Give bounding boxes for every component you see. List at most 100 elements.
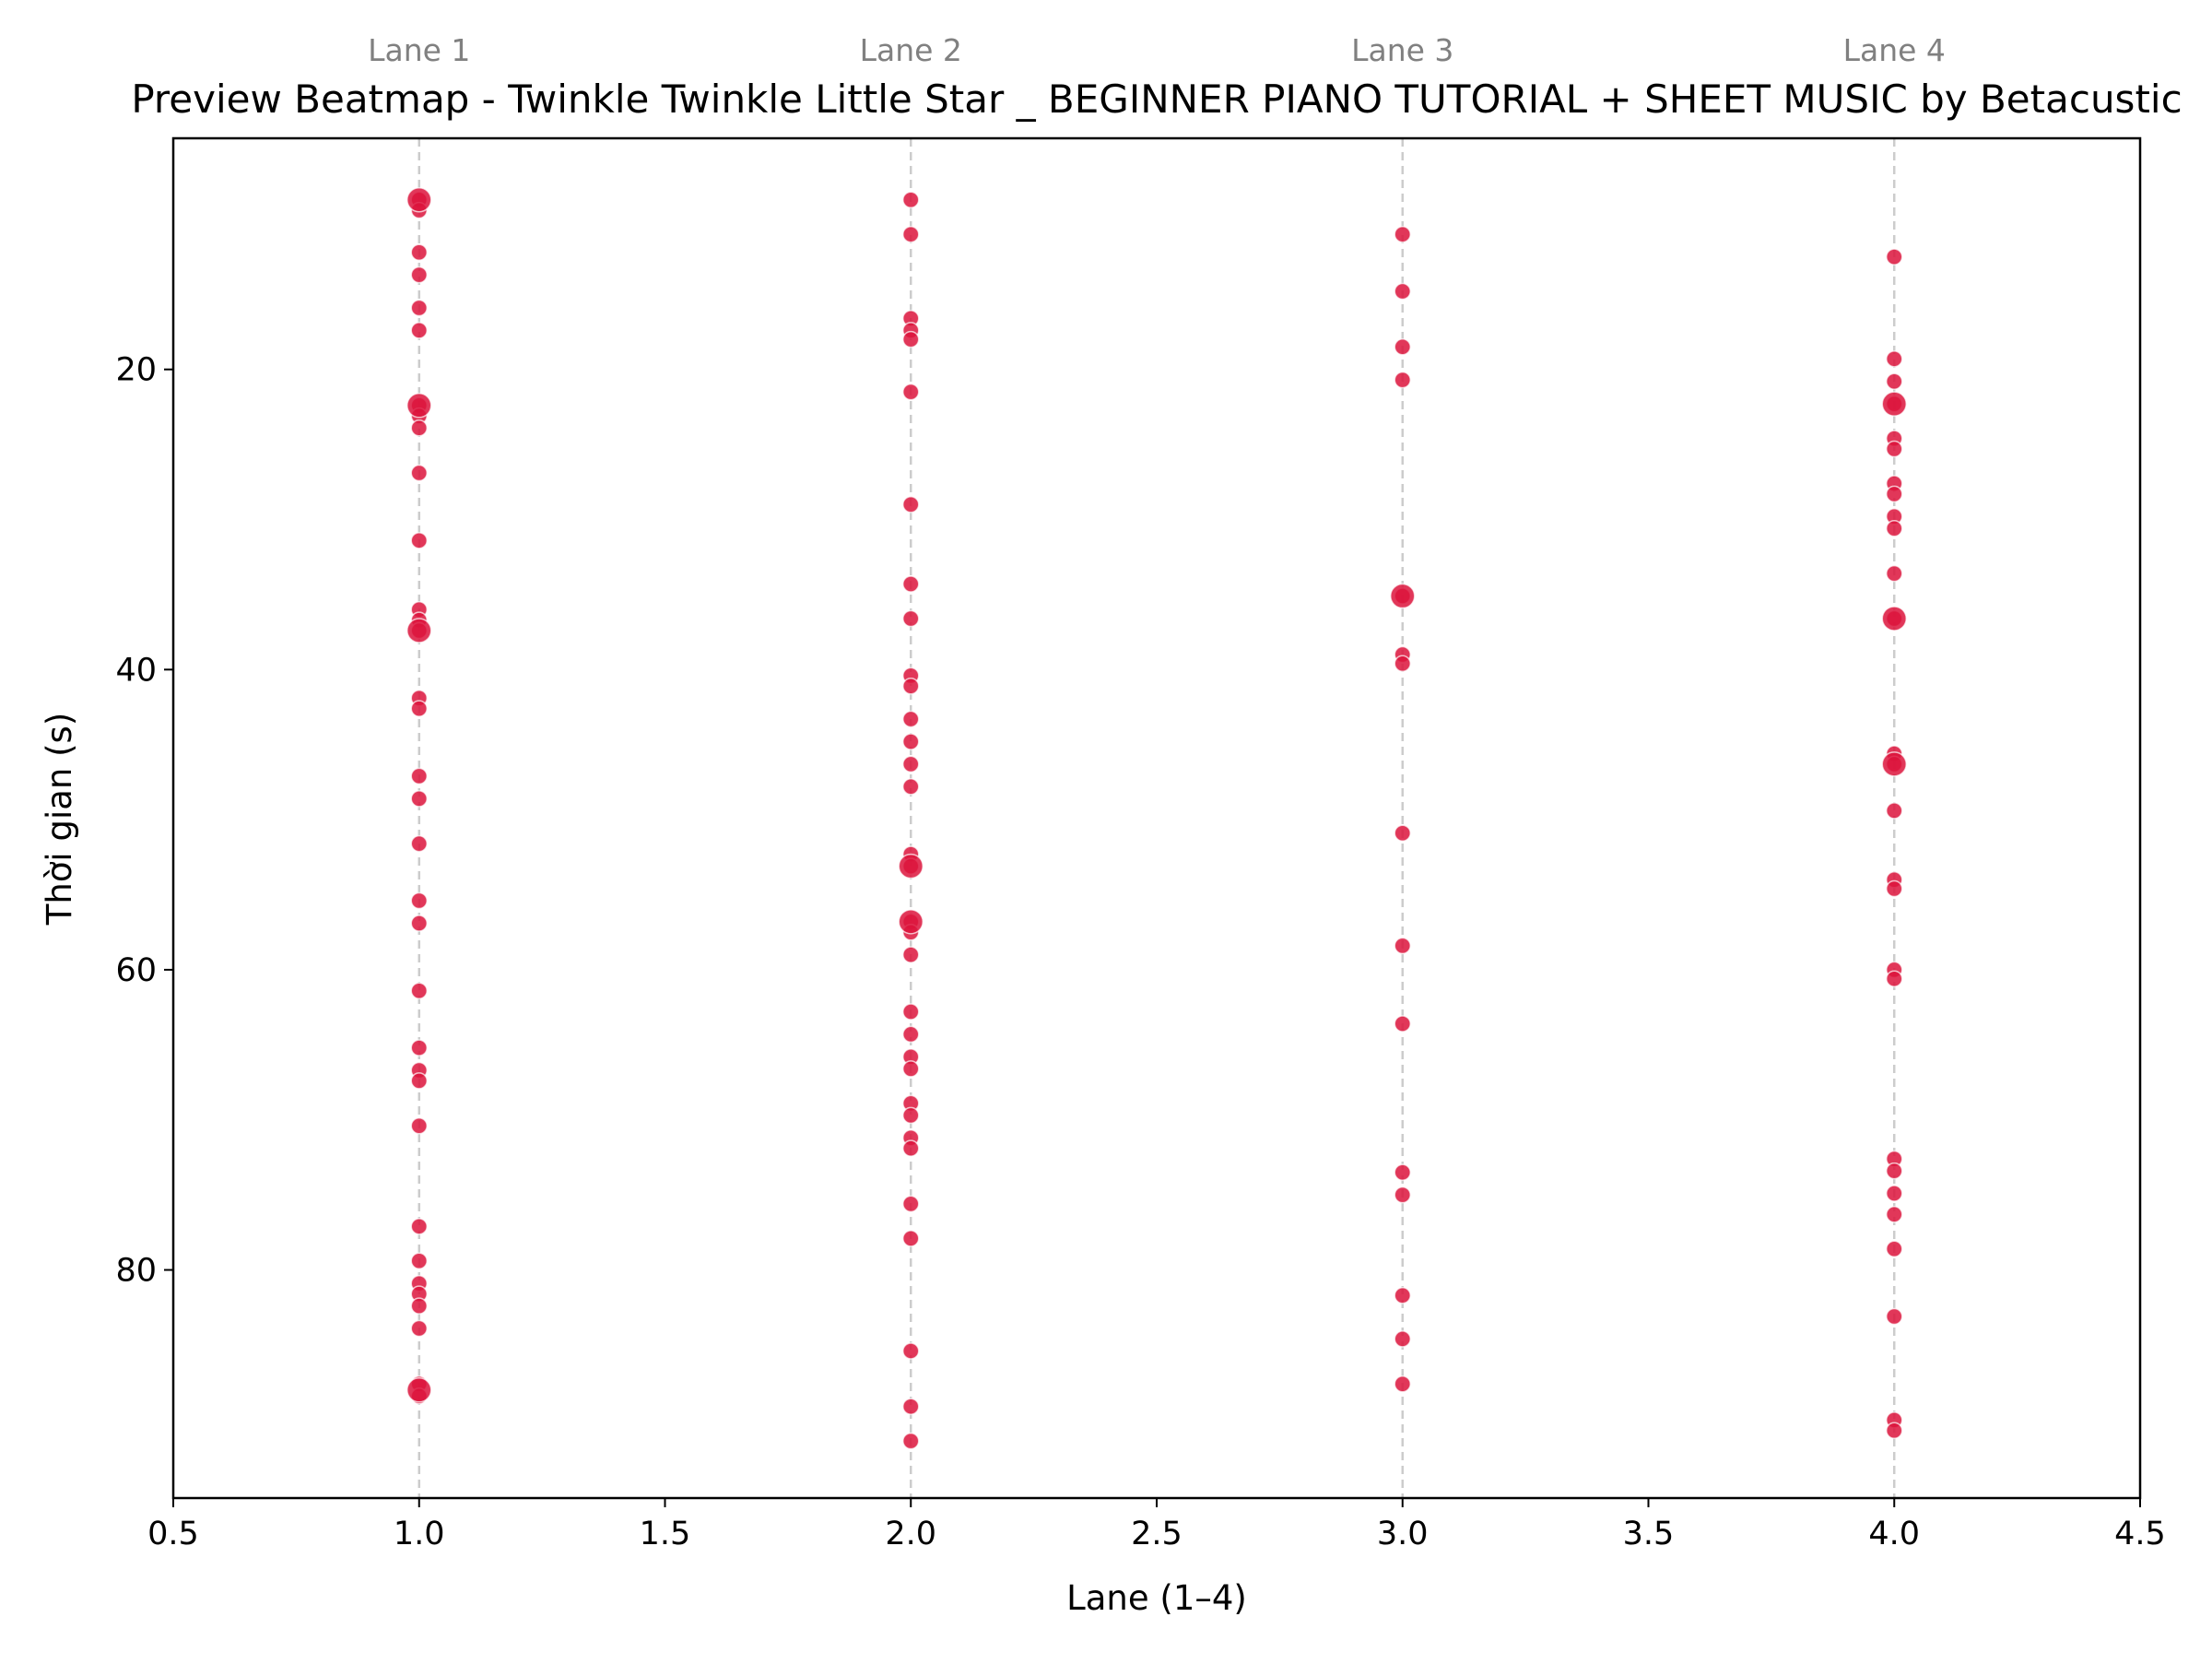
- note-point-lane2-32: [902, 1432, 920, 1450]
- note-point-lane3-3: [1394, 371, 1411, 389]
- x-tick-label: 2.5: [1131, 1516, 1182, 1552]
- note-point-lane4-23: [1886, 1240, 1903, 1257]
- x-axis-label: Lane (1–4): [1066, 1578, 1247, 1618]
- plot-frame: [171, 136, 2142, 1500]
- note-point-lane4-26: [1886, 1422, 1903, 1439]
- note-point-lane3-14: [1394, 1375, 1411, 1393]
- note-point-lane2-14: [902, 778, 920, 796]
- note-point-large-lane1-2: [406, 618, 432, 643]
- note-point-lane2-21: [902, 1025, 920, 1044]
- note-point-lane3-2: [1394, 338, 1411, 356]
- note-point-lane2-30: [902, 1342, 920, 1360]
- x-tick-label: 2.0: [885, 1516, 936, 1552]
- note-point-lane3-7: [1394, 824, 1411, 843]
- note-point-lane2-4: [902, 330, 920, 348]
- note-point-lane4-0: [1886, 248, 1903, 266]
- note-point-lane2-0: [902, 191, 920, 208]
- note-point-lane1-15: [410, 700, 428, 717]
- note-point-lane1-17: [410, 790, 428, 808]
- note-point-lane2-7: [902, 575, 920, 593]
- note-point-large-lane1-1: [406, 393, 432, 419]
- note-point-lane2-23: [902, 1060, 920, 1078]
- note-point-lane1-22: [410, 1039, 428, 1056]
- x-tick-label: 4.0: [1868, 1516, 1920, 1552]
- note-point-lane2-27: [902, 1139, 920, 1157]
- note-point-lane4-20: [1886, 1162, 1903, 1180]
- note-point-lane2-19: [902, 946, 920, 963]
- x-tick-label: 1.0: [394, 1516, 445, 1552]
- note-point-lane1-26: [410, 1218, 428, 1235]
- x-tick-label: 3.0: [1377, 1516, 1429, 1552]
- note-point-lane1-18: [410, 834, 428, 853]
- note-point-lane2-5: [902, 383, 920, 401]
- note-point-lane2-10: [902, 677, 920, 695]
- note-point-lane2-11: [902, 710, 920, 728]
- ticks-layer: Lane 1 Lane 2 Lane 3 Lane 4 0.5 1.0 1.5 2.0 2.5 3…: [115, 32, 2165, 1552]
- note-point-lane1-4: [410, 299, 428, 317]
- note-point-large-lane2-0: [898, 853, 924, 879]
- note-point-lane1-21: [410, 982, 428, 999]
- note-point-lane1-20: [410, 915, 428, 932]
- note-point-lane1-2: [410, 243, 428, 261]
- note-point-lane1-24: [410, 1072, 428, 1090]
- note-point-lane2-29: [902, 1230, 920, 1247]
- note-point-lane2-12: [902, 733, 920, 750]
- note-point-large-lane4-1: [1881, 606, 1907, 631]
- note-point-lane1-3: [410, 266, 428, 284]
- note-point-lane4-10: [1886, 564, 1903, 583]
- y-tick-label: 20: [115, 352, 157, 389]
- note-point-lane4-22: [1886, 1206, 1903, 1223]
- note-point-large-lane1-3: [406, 1377, 432, 1403]
- note-point-lane3-1: [1394, 282, 1411, 301]
- y-tick-label: 80: [115, 1253, 157, 1290]
- note-point-lane2-20: [902, 1003, 920, 1021]
- note-point-lane2-25: [902, 1106, 920, 1125]
- note-point-lane3-11: [1394, 1186, 1411, 1204]
- note-point-large-lane3-0: [1390, 583, 1416, 609]
- note-point-lane1-30: [410, 1297, 428, 1315]
- note-point-large-lane4-2: [1881, 751, 1907, 777]
- lane-top-label-2: Lane 2: [860, 32, 962, 68]
- note-point-lane3-6: [1394, 655, 1411, 673]
- points-layer: [406, 186, 1907, 1450]
- note-point-lane4-5: [1886, 440, 1903, 458]
- note-point-lane1-8: [410, 419, 428, 437]
- note-point-lane1-25: [410, 1116, 428, 1135]
- note-point-lane3-10: [1394, 1163, 1411, 1181]
- note-point-large-lane2-1: [898, 909, 924, 935]
- note-point-lane4-1: [1886, 350, 1903, 368]
- note-point-lane4-16: [1886, 879, 1903, 898]
- note-point-lane4-24: [1886, 1307, 1903, 1326]
- note-point-lane2-28: [902, 1195, 920, 1213]
- x-tick-label: 1.5: [640, 1516, 691, 1552]
- note-point-large-lane4-0: [1881, 391, 1907, 417]
- note-point-lane3-12: [1394, 1286, 1411, 1304]
- note-point-large-lane1-0: [406, 186, 432, 213]
- note-point-lane1-27: [410, 1252, 428, 1270]
- lane-top-label-3: Lane 3: [1351, 32, 1453, 68]
- x-tick-label: 3.5: [1623, 1516, 1675, 1552]
- note-point-lane4-14: [1886, 802, 1903, 820]
- note-point-lane1-9: [410, 464, 428, 482]
- y-tick-label: 60: [115, 952, 157, 989]
- note-point-lane3-13: [1394, 1330, 1411, 1348]
- note-point-lane2-1: [902, 225, 920, 243]
- grid-layer: [418, 138, 1896, 1498]
- y-tick-label: 40: [115, 652, 157, 689]
- note-point-lane1-5: [410, 322, 428, 339]
- y-axis-label: Thời gian (s): [40, 713, 79, 926]
- x-tick-label: 4.5: [2114, 1516, 2166, 1552]
- note-point-lane3-8: [1394, 937, 1411, 955]
- note-point-lane4-2: [1886, 372, 1903, 390]
- note-point-lane4-18: [1886, 970, 1903, 987]
- note-point-lane2-31: [902, 1398, 920, 1415]
- note-point-lane1-10: [410, 532, 428, 549]
- note-point-lane2-6: [902, 495, 920, 513]
- note-point-lane3-9: [1394, 1015, 1411, 1033]
- lane-top-label-1: Lane 1: [368, 32, 470, 68]
- note-point-lane4-21: [1886, 1185, 1903, 1202]
- note-point-lane4-9: [1886, 520, 1903, 537]
- note-point-lane1-31: [410, 1319, 428, 1338]
- note-point-lane2-13: [902, 755, 920, 773]
